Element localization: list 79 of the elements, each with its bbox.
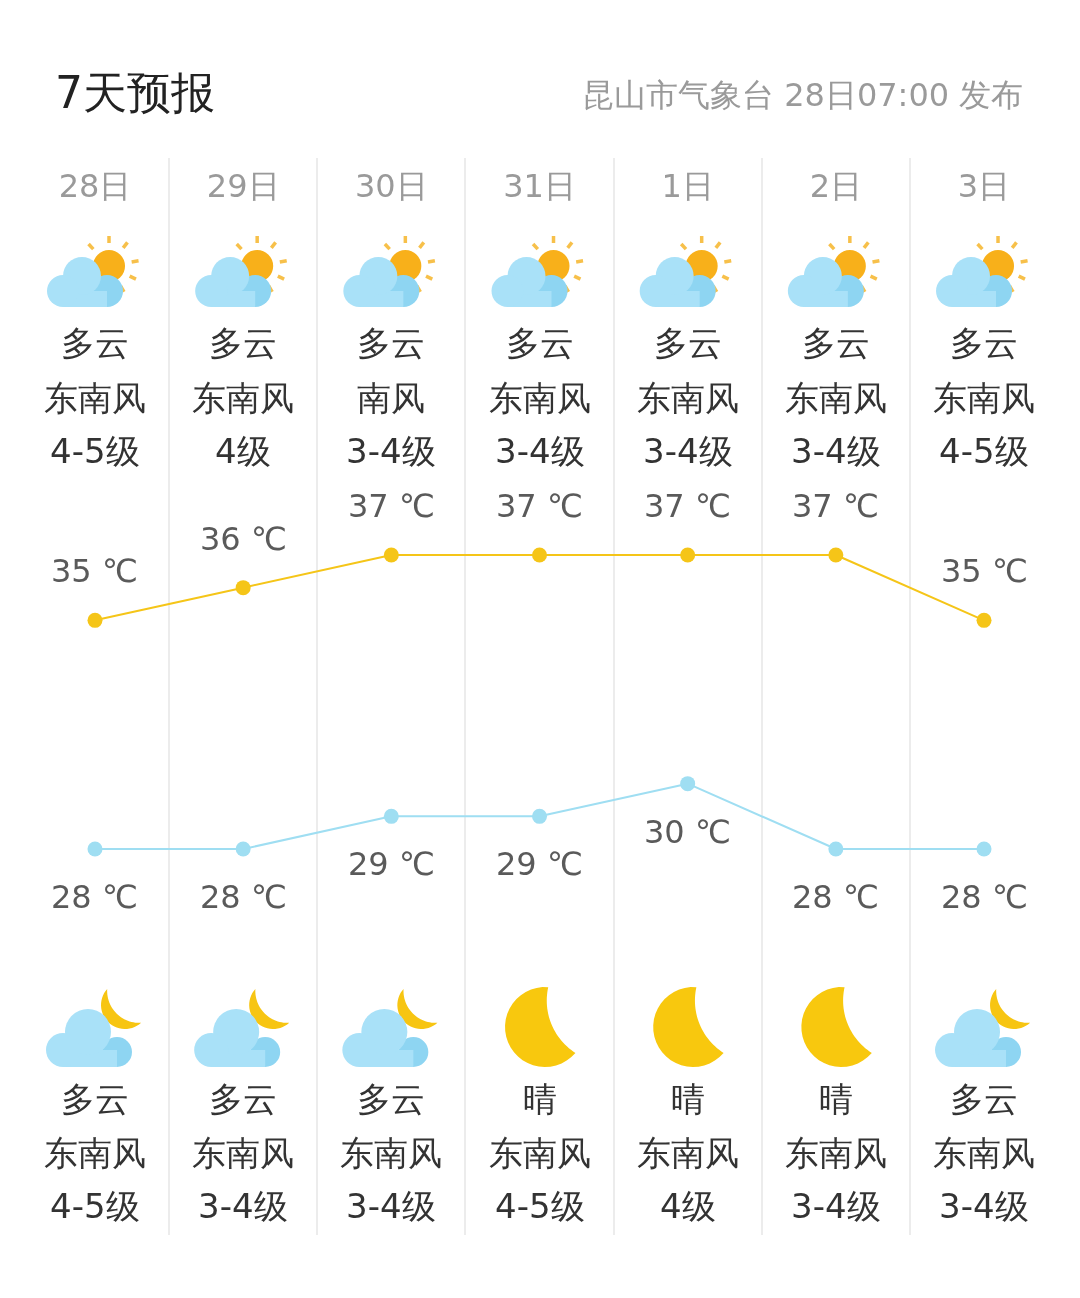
x-tick-label: 29日: [206, 167, 280, 206]
data-label: 28 ℃: [51, 878, 138, 916]
data-label: 28 ℃: [792, 878, 879, 916]
text: 3-4级: [939, 1186, 1029, 1226]
point: [87, 841, 103, 857]
text: 晴: [671, 1079, 705, 1119]
text: 多云: [950, 323, 1018, 363]
text: 4-5级: [495, 1186, 585, 1226]
point: [383, 547, 399, 563]
data-label: 37 ℃: [644, 487, 731, 525]
text: 东南风: [192, 378, 294, 418]
text: 3-4级: [643, 431, 733, 471]
text: 4级: [660, 1186, 716, 1226]
data-label: 37 ℃: [792, 487, 879, 525]
text: 3-4级: [346, 1186, 436, 1226]
data-label: 37 ℃: [348, 487, 435, 525]
text: 3-4级: [346, 431, 436, 471]
text: 3-4级: [791, 1186, 881, 1226]
text: 东南风: [637, 378, 739, 418]
chart-subtitle: 昆山市气象台 28日07:00 发布: [582, 76, 1024, 114]
point: [235, 580, 251, 596]
point: [680, 776, 696, 792]
text: 多云: [506, 323, 574, 363]
data-label: 35 ℃: [941, 552, 1028, 590]
text: 多云: [209, 323, 277, 363]
data-label: 37 ℃: [496, 487, 583, 525]
x-tick-label: 1日: [661, 167, 714, 206]
text: 晴: [819, 1079, 853, 1119]
data-label: 36 ℃: [200, 520, 287, 558]
text: 3-4级: [495, 431, 585, 471]
x-tick-label: 2日: [809, 167, 863, 206]
text: 东南风: [785, 378, 887, 418]
text: 东南风: [489, 378, 591, 418]
point: [680, 547, 696, 563]
data-label: 29 ℃: [496, 845, 583, 883]
x-tick-label: 30日: [354, 167, 428, 206]
data-label: 28 ℃: [941, 878, 1028, 916]
text: 多云: [61, 1079, 129, 1119]
text: 3-4级: [791, 431, 881, 471]
text: 东南风: [44, 378, 146, 418]
data-label: 30 ℃: [644, 813, 731, 851]
text: 东南风: [933, 1133, 1035, 1173]
point: [383, 808, 399, 824]
text: 4-5级: [939, 431, 1029, 471]
text: 东南风: [933, 378, 1035, 418]
point: [976, 612, 992, 628]
x-tick-label: 28日: [58, 167, 132, 206]
point: [532, 808, 548, 824]
x-tick-label: 3日: [957, 167, 1011, 206]
point: [532, 547, 548, 563]
text: 4级: [215, 431, 271, 471]
text: 晴: [523, 1079, 557, 1119]
text: 3-4级: [198, 1186, 288, 1226]
point: [235, 841, 251, 857]
text: 多云: [61, 323, 129, 363]
text: 东南风: [489, 1133, 591, 1173]
text: 南风: [357, 378, 425, 418]
text: 多云: [950, 1079, 1018, 1119]
chart-title: 7天预报: [55, 67, 215, 119]
data-label: 35 ℃: [51, 552, 138, 590]
point: [976, 841, 992, 857]
data-label: 29 ℃: [348, 845, 435, 883]
text: 东南风: [340, 1133, 442, 1173]
text: 东南风: [44, 1133, 146, 1173]
text: 东南风: [637, 1133, 739, 1173]
text: 多云: [357, 1079, 425, 1119]
text: 多云: [357, 323, 425, 363]
text: 4-5级: [50, 1186, 140, 1226]
text: 多云: [802, 323, 870, 363]
text: 多云: [209, 1079, 277, 1119]
x-tick-label: 31日: [503, 167, 576, 206]
text: 4-5级: [50, 431, 140, 471]
point: [828, 547, 844, 563]
data-label: 28 ℃: [200, 878, 287, 916]
text: 多云: [654, 323, 722, 363]
point: [828, 841, 844, 857]
point: [87, 612, 103, 628]
text: 东南风: [192, 1133, 294, 1173]
text: 东南风: [785, 1133, 887, 1173]
